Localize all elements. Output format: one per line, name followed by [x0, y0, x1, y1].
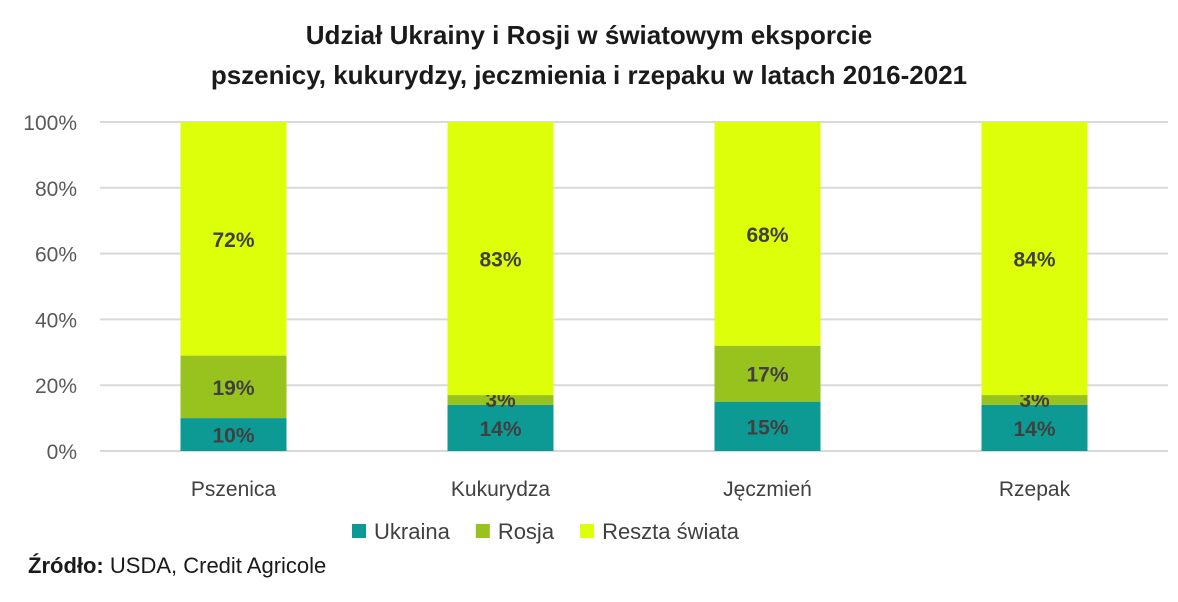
legend-swatch — [580, 524, 595, 538]
legend: Ukraina Rosja Reszta świata — [352, 519, 740, 544]
data-label: 14% — [1013, 418, 1055, 441]
x-category-label: Pszenica — [191, 478, 277, 501]
chart: Udział Ukrainy i Rosji w światowym ekspo… — [23, 20, 1168, 544]
data-label: 14% — [479, 418, 521, 441]
y-axis: 0% 20% 40% 60% 80% 100% — [23, 112, 77, 464]
bar-segment — [981, 122, 1088, 396]
data-label: 84% — [1013, 249, 1055, 272]
bar-segment — [180, 122, 287, 356]
source-text: USDA, Credit Agricole — [103, 553, 327, 578]
y-tick-label: 0% — [47, 441, 77, 464]
data-label: 15% — [746, 416, 788, 439]
y-tick-label: 20% — [35, 375, 77, 398]
bar-segment — [714, 122, 821, 346]
x-category-label: Kukurydza — [451, 478, 551, 501]
y-tick-label: 80% — [35, 178, 77, 201]
bar-segment — [447, 122, 554, 396]
source-note: Źródło: USDA, Credit Agricole — [28, 553, 326, 579]
chart-title-line-1: Udział Ukrainy i Rosji w światowym ekspo… — [306, 20, 872, 50]
y-tick-label: 100% — [23, 112, 77, 135]
bar-segment — [714, 401, 821, 451]
source-label: Źródło: — [28, 553, 104, 578]
data-label: 17% — [746, 364, 788, 387]
data-label: 19% — [212, 377, 254, 400]
x-axis: Pszenica Kukurydza Jęczmień Rzepak — [191, 478, 1071, 501]
legend-label: Ukraina — [374, 519, 451, 544]
x-category-label: Jęczmień — [723, 478, 812, 501]
data-label: 10% — [212, 425, 254, 448]
legend-label: Reszta świata — [602, 519, 740, 544]
chart-title-line-2: pszenicy, kukurydzy, jeczmienia i rzepak… — [211, 60, 967, 90]
x-category-label: Rzepak — [999, 478, 1071, 501]
y-tick-label: 40% — [35, 309, 77, 332]
bar-segment — [447, 395, 554, 405]
data-label: 83% — [479, 249, 521, 272]
bar-segment — [180, 418, 287, 451]
data-label: 72% — [212, 229, 254, 252]
data-label: 68% — [746, 224, 788, 247]
bar-segment — [180, 355, 287, 419]
legend-swatch — [352, 524, 366, 538]
bar-segment — [981, 395, 1088, 405]
y-tick-label: 60% — [35, 244, 77, 267]
bar-segment — [714, 345, 821, 402]
bars: 10%19%72%14%3%83%15%17%68%14%3%84% — [180, 122, 1088, 451]
legend-swatch — [475, 524, 490, 538]
bar-segment — [447, 404, 554, 451]
bar-segment — [981, 404, 1088, 451]
legend-label: Rosja — [498, 519, 555, 544]
